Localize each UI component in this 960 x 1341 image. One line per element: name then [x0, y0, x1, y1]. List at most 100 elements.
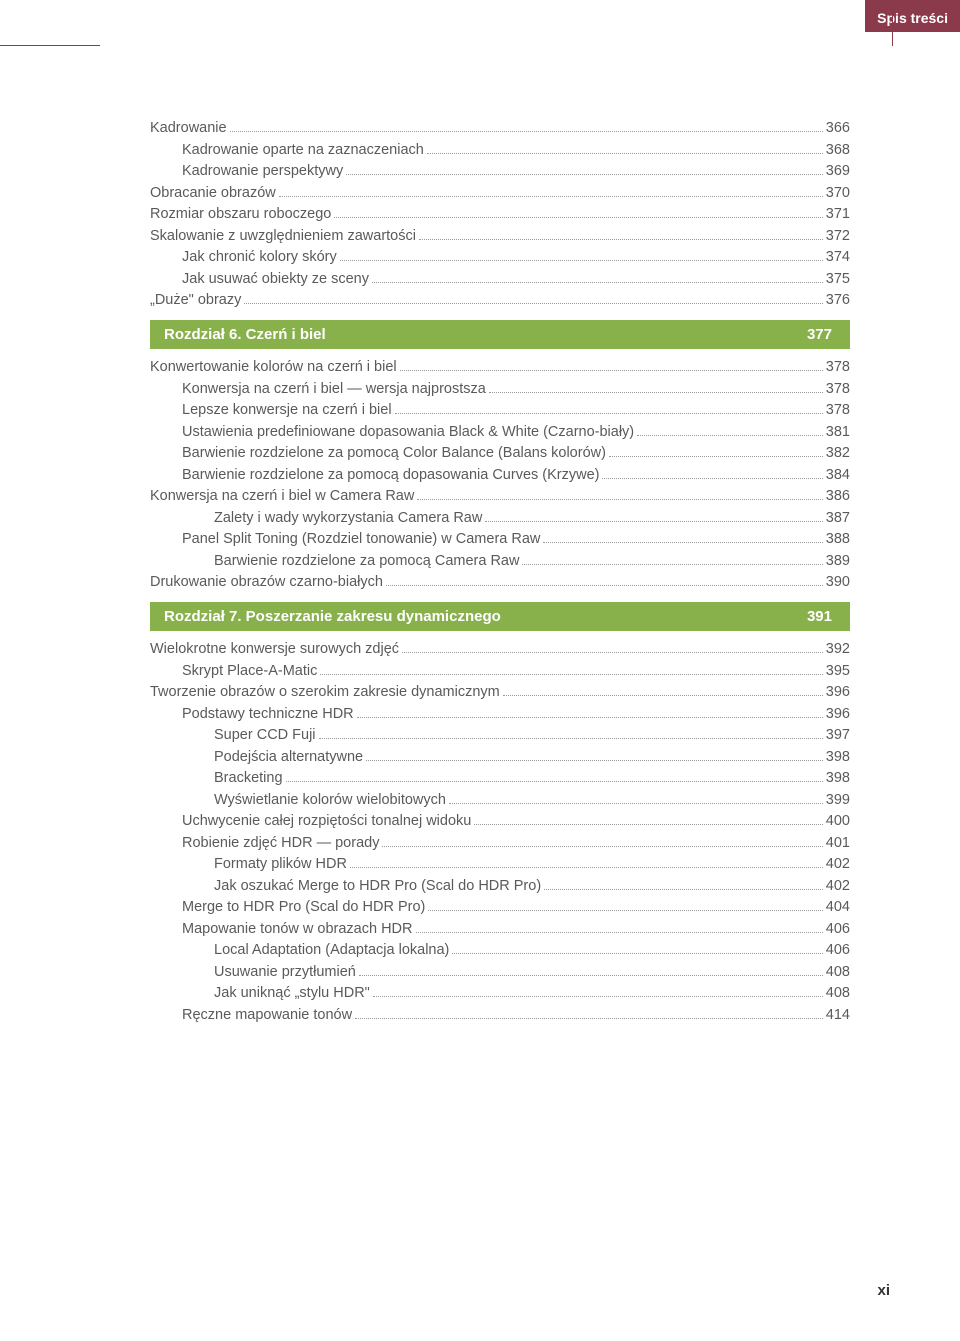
toc-entry-page: 388 — [826, 531, 850, 547]
toc-entry: Jak usuwać obiekty ze sceny375 — [150, 271, 850, 287]
toc-entry: Barwienie rozdzielone za pomocą dopasowa… — [150, 467, 850, 483]
header-tab: Spis treści — [865, 0, 960, 32]
toc-entry: Konwertowanie kolorów na czerń i biel378 — [150, 359, 850, 375]
toc-entry-label: Wyświetlanie kolorów wielobitowych — [214, 792, 446, 808]
toc-entry-page: 366 — [826, 120, 850, 136]
toc-leader-dots — [474, 824, 822, 825]
toc-entry-page: 400 — [826, 813, 850, 829]
toc-entry: Drukowanie obrazów czarno-białych 390 — [150, 574, 850, 590]
toc-entry: Podejścia alternatywne398 — [150, 749, 850, 765]
toc-entry-label: Konwersja na czerń i biel w Camera Raw — [150, 488, 414, 504]
toc-leader-dots — [382, 846, 822, 847]
toc-entry: Skrypt Place-A-Matic395 — [150, 663, 850, 679]
toc-entry-label: Panel Split Toning (Rozdziel tonowanie) … — [182, 531, 540, 547]
toc-entry-label: Barwienie rozdzielone za pomocą Camera R… — [214, 553, 519, 569]
toc-entry: Kadrowanie perspektywy369 — [150, 163, 850, 179]
toc-entry: Wielokrotne konwersje surowych zdjęć392 — [150, 641, 850, 657]
chapter-page: 377 — [807, 326, 832, 343]
toc-entry-page: 402 — [826, 878, 850, 894]
toc-entry-page: 401 — [826, 835, 850, 851]
toc-entry-page: 397 — [826, 727, 850, 743]
top-margin-rule — [0, 45, 100, 46]
toc-entry: Zalety i wady wykorzystania Camera Raw38… — [150, 510, 850, 526]
toc-entry: Formaty plików HDR 402 — [150, 856, 850, 872]
toc-entry: „Duże" obrazy376 — [150, 292, 850, 308]
toc-leader-dots — [522, 564, 822, 565]
toc-entry-label: Skrypt Place-A-Matic — [182, 663, 317, 679]
toc-leader-dots — [452, 953, 822, 954]
toc-entry: Tworzenie obrazów o szerokim zakresie dy… — [150, 684, 850, 700]
toc-entry: Kadrowanie 366 — [150, 120, 850, 136]
toc-entry-label: Tworzenie obrazów o szerokim zakresie dy… — [150, 684, 500, 700]
toc-entry-label: Wielokrotne konwersje surowych zdjęć — [150, 641, 399, 657]
toc-leader-dots — [372, 282, 823, 283]
right-margin-rule — [892, 0, 893, 46]
toc-entry-label: Konwersja na czerń i biel — wersja najpr… — [182, 381, 486, 397]
toc-entry: Kadrowanie oparte na zaznaczeniach368 — [150, 142, 850, 158]
toc-leader-dots — [400, 370, 823, 371]
toc-leader-dots — [230, 131, 823, 132]
toc-leader-dots — [320, 674, 822, 675]
toc-leader-dots — [609, 456, 823, 457]
toc-entry-page: 408 — [826, 985, 850, 1001]
toc-entry-page: 406 — [826, 942, 850, 958]
toc-leader-dots — [357, 717, 823, 718]
chapter-heading: Rozdział 6. Czerń i biel377 — [150, 320, 850, 349]
toc-entry: Obracanie obrazów370 — [150, 185, 850, 201]
toc-entry-label: Mapowanie tonów w obrazach HDR — [182, 921, 413, 937]
toc-entry: Panel Split Toning (Rozdziel tonowanie) … — [150, 531, 850, 547]
toc-entry-page: 368 — [826, 142, 850, 158]
toc-entry: Konwersja na czerń i biel w Camera Raw38… — [150, 488, 850, 504]
toc-entry-label: Kadrowanie — [150, 120, 227, 136]
toc-entry-page: 374 — [826, 249, 850, 265]
toc-entry: Barwienie rozdzielone za pomocą Camera R… — [150, 553, 850, 569]
header-tab-label: Spis treści — [865, 0, 960, 32]
toc-entry-page: 384 — [826, 467, 850, 483]
toc-entry-page: 382 — [826, 445, 850, 461]
toc-entry-page: 378 — [826, 402, 850, 418]
toc-entry-label: Zalety i wady wykorzystania Camera Raw — [214, 510, 482, 526]
toc-entry-label: Rozmiar obszaru roboczego — [150, 206, 331, 222]
toc-entry: Bracketing398 — [150, 770, 850, 786]
toc-entry-label: Skalowanie z uwzględnieniem zawartości — [150, 228, 416, 244]
toc-entry-label: Lepsze konwersje na czerń i biel — [182, 402, 392, 418]
toc-entry-page: 396 — [826, 684, 850, 700]
toc-entry-page: 372 — [826, 228, 850, 244]
toc-entry: Konwersja na czerń i biel — wersja najpr… — [150, 381, 850, 397]
toc-entry-page: 396 — [826, 706, 850, 722]
chapter-title: Rozdział 7. Poszerzanie zakresu dynamicz… — [164, 608, 807, 625]
toc-entry: Barwienie rozdzielone za pomocą Color Ba… — [150, 445, 850, 461]
toc-entry-page: 402 — [826, 856, 850, 872]
toc-entry-page: 390 — [826, 574, 850, 590]
toc-entry: Podstawy techniczne HDR396 — [150, 706, 850, 722]
toc-entry-label: Jak usuwać obiekty ze sceny — [182, 271, 369, 287]
toc-leader-dots — [244, 303, 822, 304]
toc-leader-dots — [419, 239, 823, 240]
toc-entry-label: Ręczne mapowanie tonów — [182, 1007, 352, 1023]
toc-entry-page: 378 — [826, 381, 850, 397]
toc-entry-label: Super CCD Fuji — [214, 727, 316, 743]
toc-leader-dots — [319, 738, 823, 739]
toc-entry-label: Ustawienia predefiniowane dopasowania Bl… — [182, 424, 634, 440]
toc-entry-label: Kadrowanie perspektywy — [182, 163, 343, 179]
toc-leader-dots — [366, 760, 823, 761]
toc-entry-page: 408 — [826, 964, 850, 980]
toc-leader-dots — [346, 174, 823, 175]
toc-entry-page: 414 — [826, 1007, 850, 1023]
toc-entry: Jak chronić kolory skóry374 — [150, 249, 850, 265]
toc-entry-label: Formaty plików HDR — [214, 856, 347, 872]
toc-entry-label: Drukowanie obrazów czarno-białych — [150, 574, 383, 590]
toc-entry-label: Konwertowanie kolorów na czerń i biel — [150, 359, 397, 375]
toc-entry: Wyświetlanie kolorów wielobitowych 399 — [150, 792, 850, 808]
toc-entry-page: 398 — [826, 770, 850, 786]
toc-entry: Ustawienia predefiniowane dopasowania Bl… — [150, 424, 850, 440]
toc-entry: Skalowanie z uwzględnieniem zawartości 37… — [150, 228, 850, 244]
toc-entry-label: Obracanie obrazów — [150, 185, 276, 201]
chapter-title: Rozdział 6. Czerń i biel — [164, 326, 807, 343]
toc-entry-page: 406 — [826, 921, 850, 937]
toc-leader-dots — [417, 499, 822, 500]
toc-entry: Super CCD Fuji 397 — [150, 727, 850, 743]
toc-entry: Jak uniknąć „stylu HDR"408 — [150, 985, 850, 1001]
toc-entry-page: 389 — [826, 553, 850, 569]
toc-entry-page: 399 — [826, 792, 850, 808]
